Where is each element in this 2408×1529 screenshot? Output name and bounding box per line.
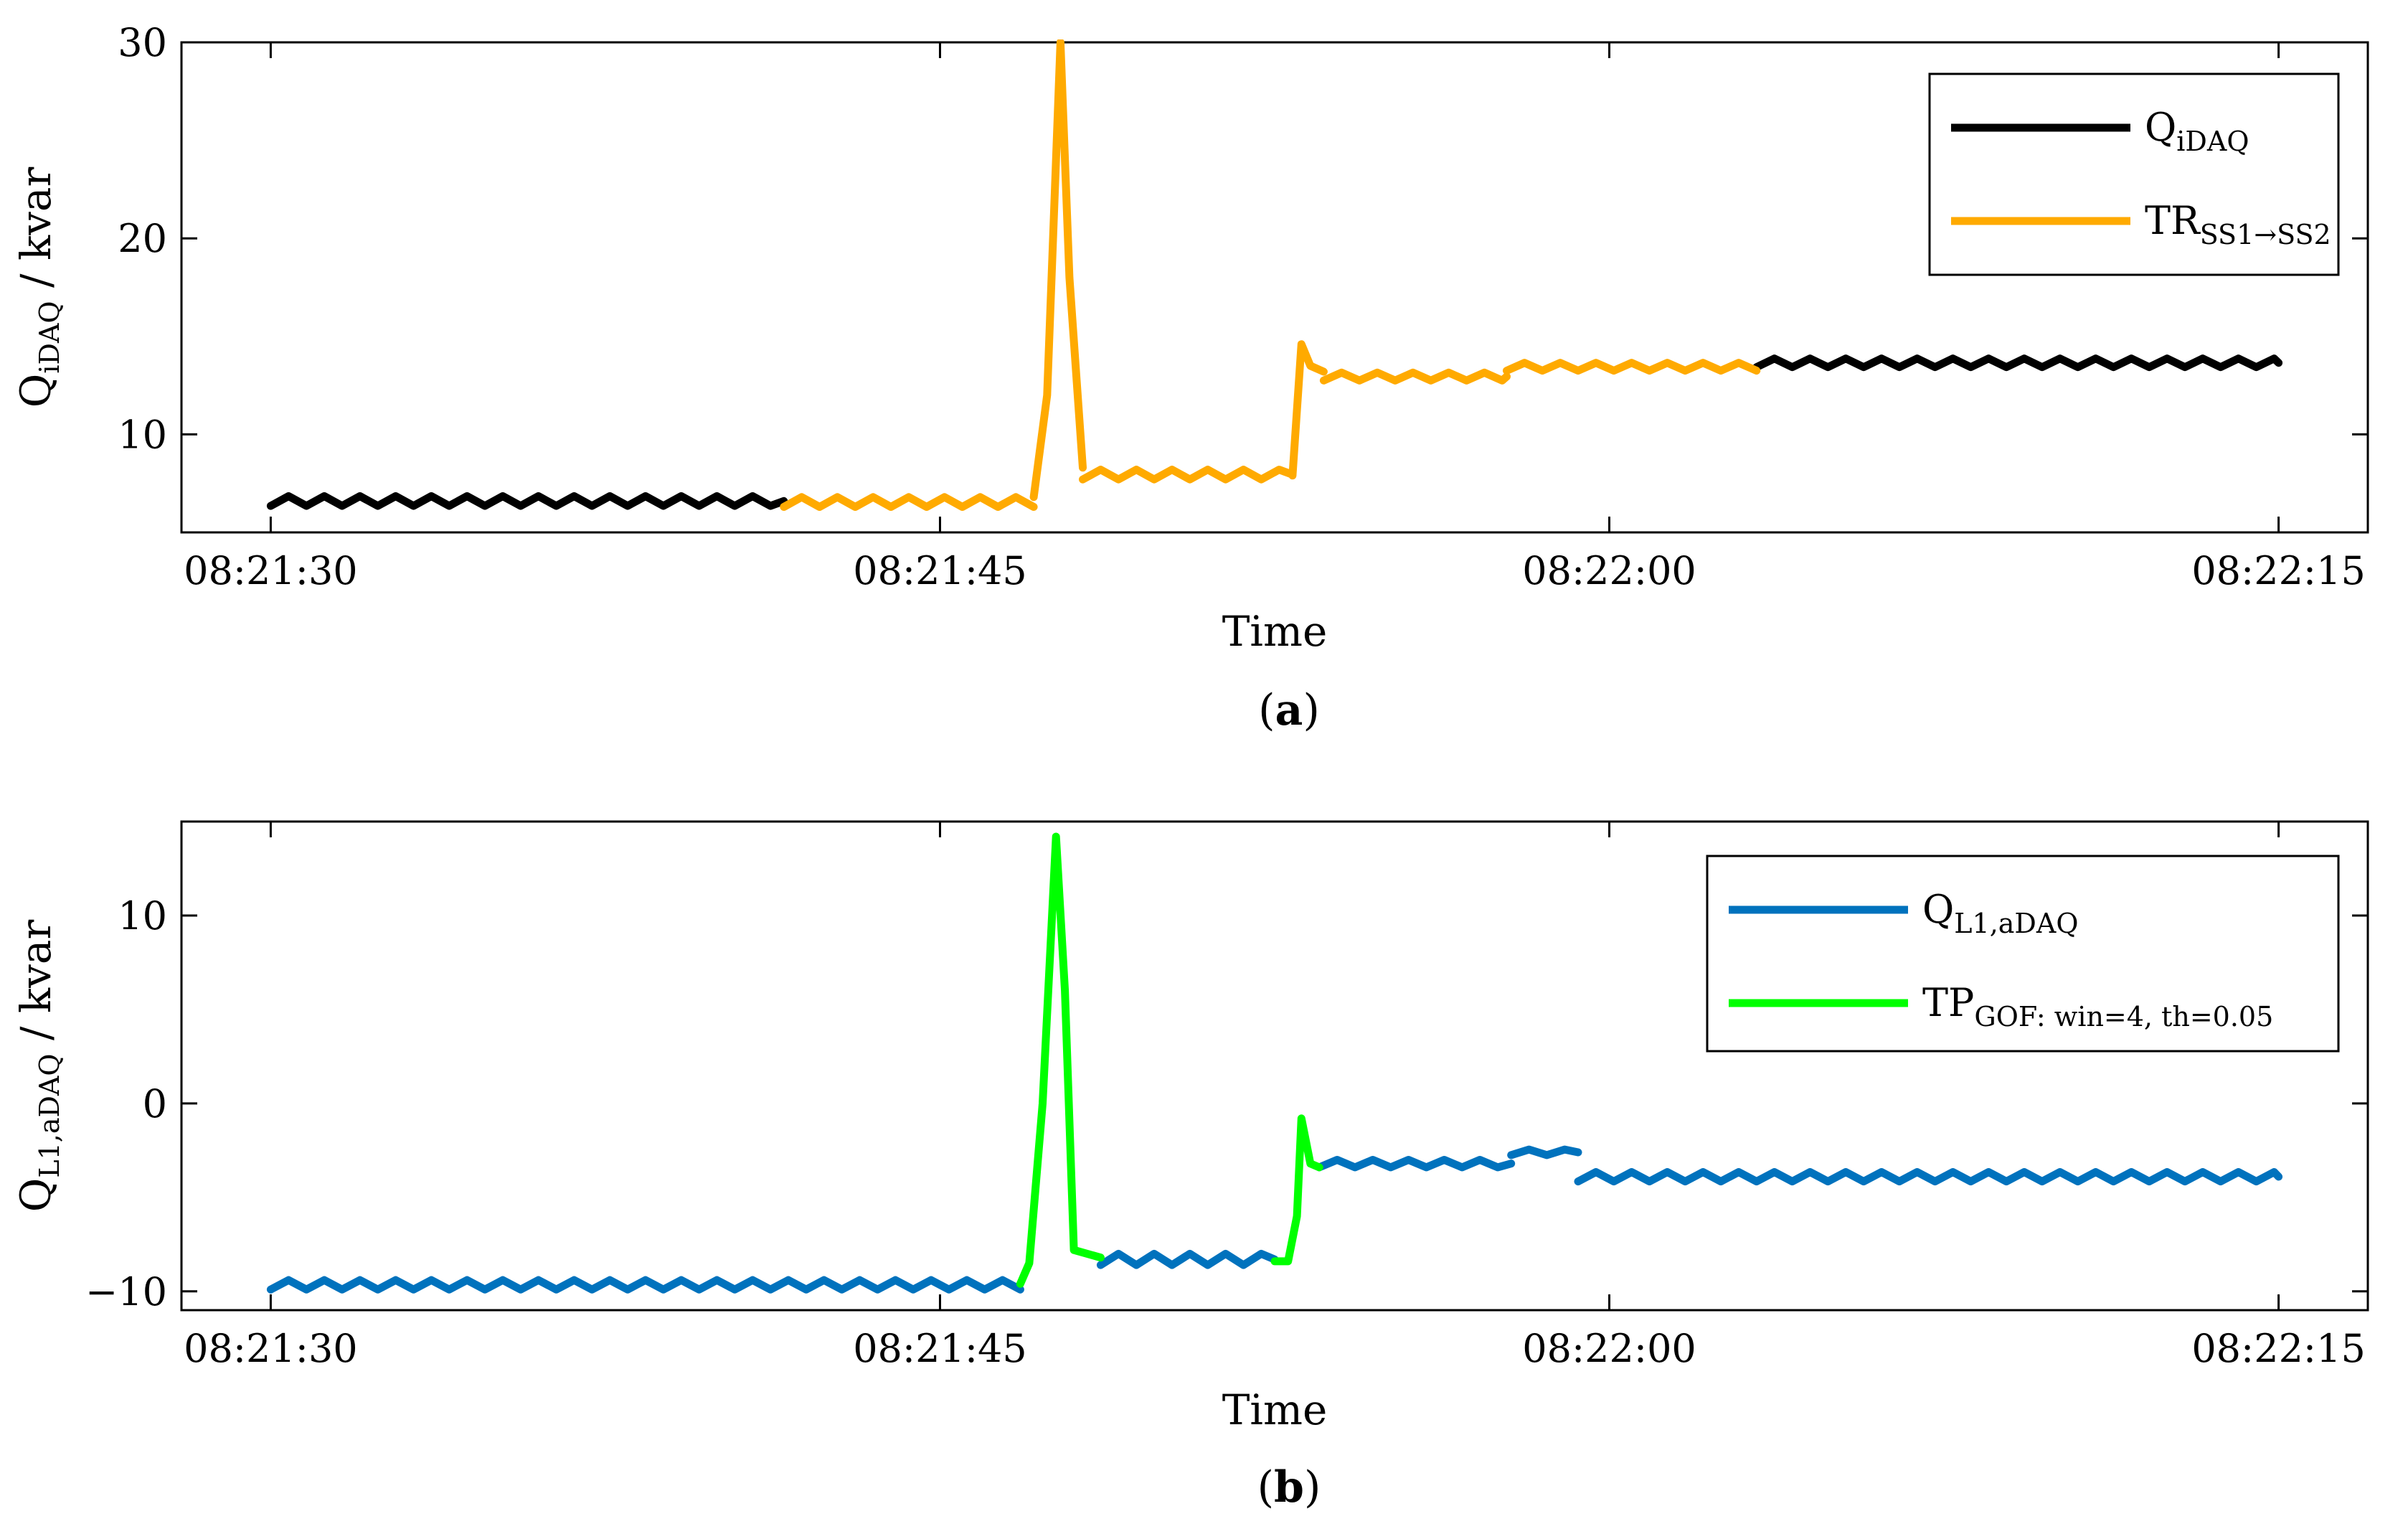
panel-label-open: ( bbox=[1257, 1462, 1274, 1512]
series-line-segment bbox=[1319, 368, 1511, 385]
panel-label: (b) bbox=[1257, 1462, 1321, 1512]
series-line-segment bbox=[1288, 340, 1328, 480]
x-axis-label: Time bbox=[1222, 1385, 1328, 1434]
x-tick-label: 08:22:15 bbox=[2191, 1326, 2366, 1371]
series-line-segment bbox=[1752, 354, 2283, 372]
y-tick-label: 0 bbox=[143, 1081, 167, 1126]
legend-entry-subscript: SS1→SS2 bbox=[2200, 219, 2331, 250]
series-line-segment bbox=[780, 493, 1038, 511]
y-axis-label-unit: / kvar bbox=[11, 167, 60, 301]
legend: QL1,aDAQ TPGOF: win=4, th=0.05 bbox=[1706, 855, 2340, 1053]
legend-entry-main: TP bbox=[1922, 980, 1974, 1025]
y-tick-label: 10 bbox=[118, 412, 167, 457]
series-line-segment bbox=[1079, 466, 1297, 484]
y-tick-label: 10 bbox=[118, 893, 167, 938]
plot-area-frame bbox=[180, 41, 2369, 534]
y-axis-label: QL1,aDAQ / kvar bbox=[11, 920, 65, 1213]
y-axis-label: QiDAQ / kvar bbox=[11, 167, 65, 408]
legend-entry-main: Q bbox=[1922, 887, 1954, 932]
x-tick-label: 08:22:00 bbox=[1522, 548, 1696, 593]
series-0 bbox=[266, 1145, 2283, 1294]
x-tick-label: 08:22:15 bbox=[2191, 548, 2366, 593]
series-line-segment bbox=[1503, 359, 1761, 375]
legend-frame bbox=[1706, 855, 2340, 1053]
series-line-segment bbox=[1270, 1114, 1323, 1266]
panel-a: 08:21:30 08:21:45 08:22:00 08:22:15 10 20 30 Ti… bbox=[11, 20, 2369, 735]
y-tick-label: −10 bbox=[85, 1269, 167, 1314]
legend: QiDAQ TRSS1→SS2 bbox=[1928, 72, 2340, 276]
panel-label-open: ( bbox=[1258, 685, 1275, 735]
legend-entry-subscript: GOF: win=4, th=0.05 bbox=[1974, 1001, 2273, 1032]
series-line-segment bbox=[1574, 1168, 2283, 1186]
x-tick-label: 08:21:45 bbox=[853, 548, 1027, 593]
x-tick-label: 08:21:30 bbox=[184, 548, 358, 593]
series-line-segment bbox=[1096, 1249, 1279, 1269]
series-line-segment bbox=[266, 492, 788, 510]
y-tick-label: 20 bbox=[118, 216, 167, 261]
y-axis-label-unit: / kvar bbox=[11, 920, 60, 1054]
legend-entry: TRSS1→SS2 bbox=[2145, 198, 2331, 250]
legend-entry-subscript: iDAQ bbox=[2176, 126, 2249, 157]
series-line-segment bbox=[1016, 832, 1105, 1288]
panel-label: (a) bbox=[1258, 685, 1320, 735]
panel-label-close: ) bbox=[1303, 685, 1319, 735]
legend-entry-main: Q bbox=[2145, 105, 2176, 150]
series-line-segment bbox=[1029, 39, 1087, 502]
plot-area-frame bbox=[180, 820, 2369, 1312]
legend-entry-main: TR bbox=[2145, 198, 2201, 243]
panel-label-letter: a bbox=[1275, 685, 1303, 735]
panel-label-close: ) bbox=[1304, 1462, 1321, 1512]
legend-entry: QiDAQ bbox=[2145, 105, 2249, 157]
series-line-segment bbox=[266, 1276, 1024, 1294]
series-1 bbox=[780, 39, 1761, 511]
x-tick-label: 08:21:30 bbox=[184, 1326, 358, 1371]
series-0 bbox=[266, 354, 2283, 510]
series-1 bbox=[1016, 832, 1323, 1288]
legend-entry: TPGOF: win=4, th=0.05 bbox=[1922, 980, 2273, 1032]
x-axis-label: Time bbox=[1222, 607, 1328, 656]
panel-label-letter: b bbox=[1274, 1462, 1304, 1512]
legend-entry-subscript: L1,aDAQ bbox=[1954, 908, 2078, 939]
panel-b: 08:21:30 08:21:45 08:22:00 08:22:15 −10 0 10 Ti… bbox=[11, 820, 2369, 1512]
y-tick-label: 30 bbox=[118, 20, 167, 65]
x-tick-label: 08:21:45 bbox=[853, 1326, 1027, 1371]
x-tick-label: 08:22:00 bbox=[1522, 1326, 1696, 1371]
y-axis-label-subscript: iDAQ bbox=[34, 301, 65, 373]
legend-entry: QL1,aDAQ bbox=[1922, 887, 2079, 939]
y-axis-label-main: Q bbox=[11, 374, 60, 408]
series-line-segment bbox=[1507, 1145, 1582, 1159]
y-axis-label-main: Q bbox=[11, 1178, 60, 1213]
y-axis-label-subscript: L1,aDAQ bbox=[34, 1053, 65, 1177]
legend-frame bbox=[1928, 72, 2340, 276]
series-line-segment bbox=[1315, 1156, 1516, 1172]
